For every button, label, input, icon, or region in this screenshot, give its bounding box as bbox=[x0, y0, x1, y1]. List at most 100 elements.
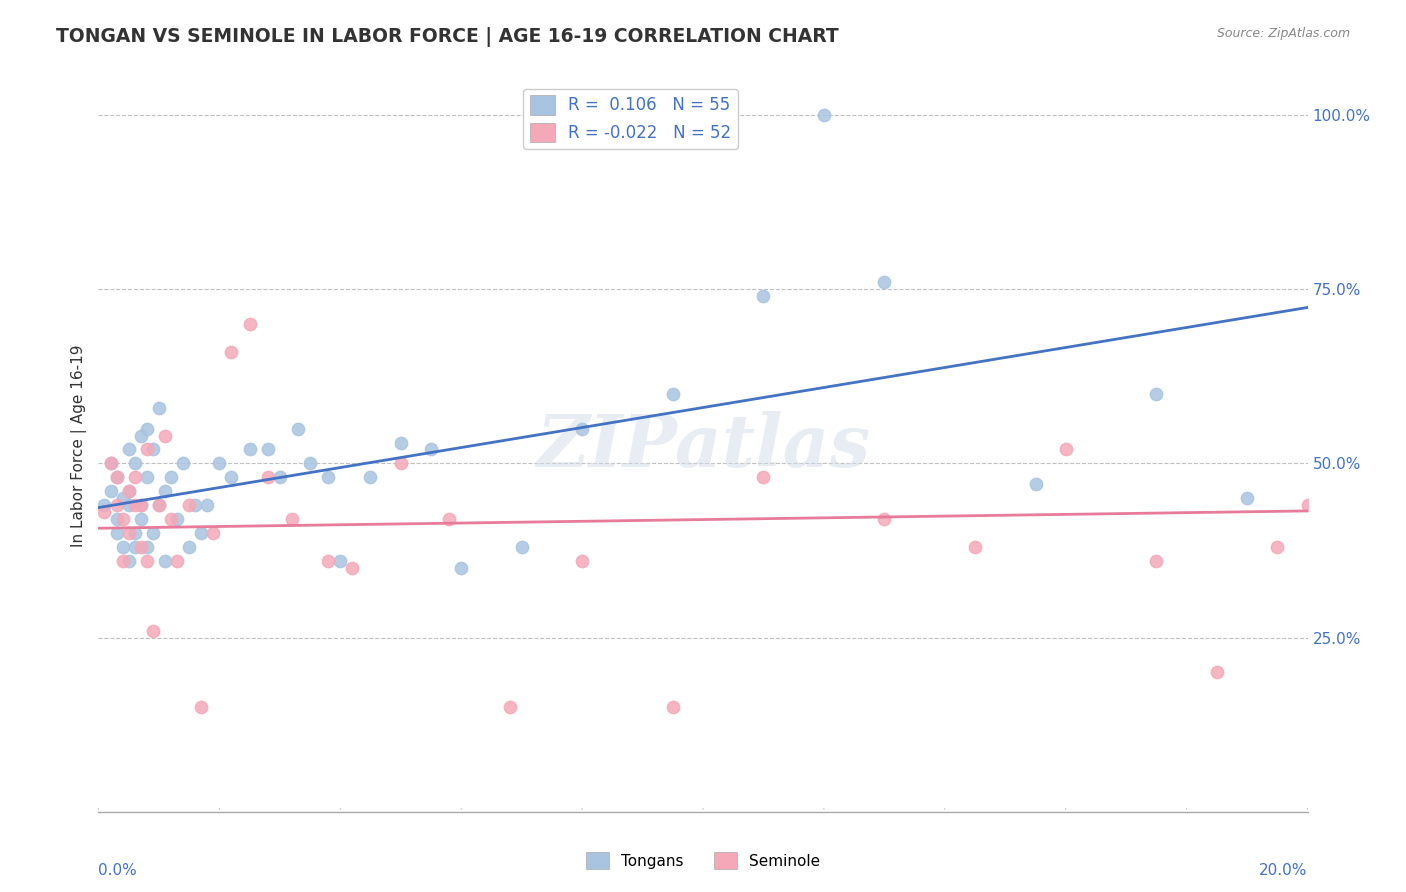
Point bbox=[93, 505, 115, 519]
Point bbox=[269, 470, 291, 484]
Point bbox=[172, 457, 194, 471]
Point bbox=[202, 526, 225, 541]
Point bbox=[190, 700, 212, 714]
Point bbox=[129, 498, 152, 512]
Point bbox=[256, 470, 278, 484]
Point bbox=[105, 526, 128, 541]
Point bbox=[195, 498, 218, 512]
Point bbox=[118, 498, 141, 512]
Point bbox=[100, 457, 122, 471]
Point bbox=[118, 554, 141, 568]
Point bbox=[118, 484, 141, 499]
Point bbox=[124, 498, 146, 512]
Text: 20.0%: 20.0% bbox=[1260, 863, 1308, 878]
Point bbox=[135, 421, 157, 435]
Point bbox=[299, 457, 322, 471]
Point bbox=[873, 512, 896, 526]
Point bbox=[166, 512, 188, 526]
Point bbox=[135, 470, 157, 484]
Point bbox=[124, 457, 146, 471]
Point bbox=[208, 457, 231, 471]
Point bbox=[239, 442, 262, 457]
Point bbox=[1357, 693, 1379, 707]
Point bbox=[100, 484, 122, 499]
Point bbox=[153, 428, 176, 442]
Point bbox=[124, 526, 146, 541]
Point bbox=[316, 554, 339, 568]
Point bbox=[329, 554, 352, 568]
Point bbox=[1206, 665, 1229, 680]
Point bbox=[124, 540, 146, 554]
Point bbox=[873, 275, 896, 289]
Point bbox=[184, 498, 207, 512]
Point bbox=[1327, 470, 1350, 484]
Point bbox=[1054, 442, 1077, 457]
Point bbox=[105, 512, 128, 526]
Text: Source: ZipAtlas.com: Source: ZipAtlas.com bbox=[1216, 27, 1350, 40]
Point bbox=[813, 108, 835, 122]
Legend: Tongans, Seminole: Tongans, Seminole bbox=[579, 846, 827, 875]
Point bbox=[1296, 498, 1319, 512]
Text: ZIPatlas: ZIPatlas bbox=[536, 410, 870, 482]
Point bbox=[661, 700, 683, 714]
Point bbox=[179, 540, 201, 554]
Point bbox=[1386, 554, 1406, 568]
Point bbox=[142, 442, 165, 457]
Point bbox=[420, 442, 443, 457]
Y-axis label: In Labor Force | Age 16-19: In Labor Force | Age 16-19 bbox=[72, 344, 87, 548]
Legend: R =  0.106   N = 55, R = -0.022   N = 52: R = 0.106 N = 55, R = -0.022 N = 52 bbox=[523, 88, 738, 149]
Point bbox=[450, 561, 472, 575]
Point bbox=[1357, 108, 1379, 122]
Point bbox=[148, 498, 170, 512]
Point bbox=[1024, 477, 1046, 491]
Point bbox=[124, 470, 146, 484]
Point bbox=[256, 442, 278, 457]
Point bbox=[153, 554, 176, 568]
Point bbox=[160, 470, 183, 484]
Point bbox=[389, 457, 412, 471]
Point bbox=[118, 526, 141, 541]
Point bbox=[111, 512, 134, 526]
Point bbox=[118, 484, 141, 499]
Point bbox=[166, 554, 188, 568]
Text: 0.0%: 0.0% bbox=[98, 863, 138, 878]
Point bbox=[437, 512, 460, 526]
Point bbox=[342, 561, 364, 575]
Point bbox=[316, 470, 339, 484]
Point bbox=[1144, 386, 1167, 401]
Point bbox=[111, 540, 134, 554]
Point bbox=[129, 498, 152, 512]
Point bbox=[287, 421, 309, 435]
Point bbox=[105, 470, 128, 484]
Point bbox=[135, 554, 157, 568]
Point bbox=[190, 526, 212, 541]
Point bbox=[498, 700, 520, 714]
Point bbox=[142, 624, 165, 638]
Point bbox=[752, 289, 775, 303]
Point bbox=[179, 498, 201, 512]
Point bbox=[221, 470, 243, 484]
Point bbox=[360, 470, 382, 484]
Point bbox=[510, 540, 533, 554]
Point bbox=[111, 554, 134, 568]
Point bbox=[239, 317, 262, 331]
Point bbox=[105, 470, 128, 484]
Point bbox=[221, 345, 243, 359]
Point bbox=[142, 526, 165, 541]
Point bbox=[1236, 491, 1258, 506]
Text: TONGAN VS SEMINOLE IN LABOR FORCE | AGE 16-19 CORRELATION CHART: TONGAN VS SEMINOLE IN LABOR FORCE | AGE … bbox=[56, 27, 839, 46]
Point bbox=[752, 470, 775, 484]
Point bbox=[1144, 554, 1167, 568]
Point bbox=[571, 554, 593, 568]
Point bbox=[148, 498, 170, 512]
Point bbox=[571, 421, 593, 435]
Point bbox=[100, 457, 122, 471]
Point bbox=[661, 386, 683, 401]
Point bbox=[389, 435, 412, 450]
Point bbox=[129, 540, 152, 554]
Point bbox=[160, 512, 183, 526]
Point bbox=[1267, 540, 1289, 554]
Point bbox=[129, 428, 152, 442]
Point bbox=[105, 498, 128, 512]
Point bbox=[135, 442, 157, 457]
